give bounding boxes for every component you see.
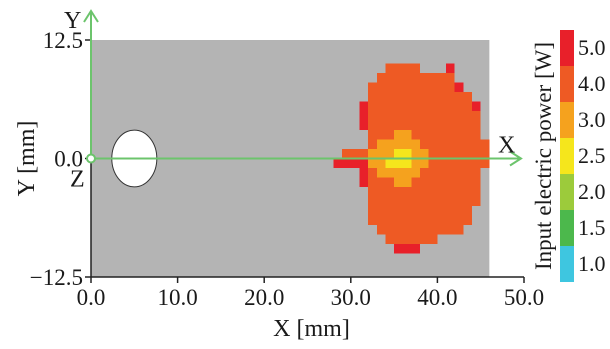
heatmap-cell — [359, 167, 369, 178]
heatmap-cell — [368, 130, 395, 140]
colorbar-swatch — [560, 138, 574, 174]
colorbar-label: 1.5 — [578, 215, 606, 240]
heatmap-cell — [394, 177, 412, 187]
heatmap-cell — [368, 158, 386, 168]
origin-marker — [86, 153, 96, 164]
heatmap-cell — [359, 111, 369, 121]
heatmap-cell — [411, 149, 429, 159]
heatmap-cell — [376, 139, 421, 150]
heatmap-cell — [376, 224, 464, 235]
colorbar-label: 2.0 — [578, 179, 606, 204]
heatmap-cell — [472, 101, 481, 112]
x-axis-label: X [mm] — [273, 316, 350, 342]
heatmap-cell — [368, 120, 481, 131]
heatmap-cell — [454, 82, 464, 93]
heatmap-cell — [333, 158, 369, 168]
heatmap-cell — [368, 92, 473, 102]
y-axis-label: Y [mm] — [14, 121, 40, 197]
heatmap-cell — [368, 215, 473, 225]
x-tick-label: 10.0 — [157, 285, 197, 310]
heatmap-cell — [420, 139, 490, 150]
heatmap-cell — [342, 149, 369, 159]
heatmap-cell — [359, 120, 369, 131]
colorbar-label: 5.0 — [578, 35, 606, 60]
y-tick-label: 12.5 — [43, 28, 83, 53]
heatmap-cell — [368, 167, 377, 178]
heatmap-cell — [411, 130, 481, 140]
heatmap-cell — [411, 158, 429, 168]
heatmap-cell — [428, 158, 490, 168]
heatmap-cell — [368, 139, 377, 150]
colorbar-label: 3.0 — [578, 107, 606, 132]
heatmap-cells — [333, 63, 490, 254]
heatmap-cell — [376, 73, 438, 83]
y-tick-label: 0.0 — [54, 147, 83, 172]
axes-group: 0.0 10.0 20.0 30.0 40.0 50.012.50.0−12.5 — [30, 9, 544, 310]
colorbar-label: 2.5 — [578, 143, 606, 168]
heatmap-cell — [437, 73, 455, 83]
colorbar-label: 1.0 — [578, 251, 606, 276]
heatmap-cell — [359, 101, 369, 112]
heatmap-cell — [368, 186, 481, 197]
heatmap-cell — [394, 149, 412, 159]
heatmap-cell — [359, 177, 369, 187]
heatmap-cell — [385, 63, 421, 74]
x-tick-label: 40.0 — [417, 285, 457, 310]
heatmap-cell — [368, 149, 395, 159]
colorbar-swatch — [560, 174, 574, 210]
x-tick-label: 30.0 — [331, 285, 371, 310]
heatmap-cell — [385, 158, 412, 168]
heatmap-cell — [420, 167, 481, 178]
heatmap-cell — [428, 149, 490, 159]
heatmap-cell — [394, 243, 421, 254]
heatmap-cell — [368, 196, 481, 206]
x-tick-label: 20.0 — [244, 285, 284, 310]
heatmap-cell — [385, 234, 438, 244]
heatmap-cell — [368, 101, 473, 112]
y-arrow-label: Y — [64, 8, 81, 34]
colorbar-swatch — [560, 210, 574, 246]
heatmap-cell — [368, 111, 481, 121]
heatmap-cell — [368, 82, 455, 93]
colorbar-swatch — [560, 66, 574, 102]
colorbar-swatch — [560, 30, 574, 66]
heatmap-cell — [446, 63, 455, 74]
y-tick-label: −12.5 — [30, 265, 83, 290]
x-tick-label: 50.0 — [504, 285, 544, 310]
heatmap-cell — [368, 205, 473, 216]
heatmap-cell — [411, 177, 481, 187]
heatmap-cell — [368, 177, 395, 187]
colorbar-title: Input electric power [W] — [531, 42, 556, 270]
x-tick-label: 0.0 — [77, 285, 106, 310]
heatmap-cell — [376, 167, 421, 178]
colorbar-label: 4.0 — [578, 71, 606, 96]
x-arrow-label: X — [498, 133, 515, 159]
z-origin-label: Z — [70, 167, 85, 193]
colorbar: 5.0 4.0 3.0 2.5 2.0 1.5 1.0 — [560, 30, 606, 282]
colorbar-swatch — [560, 246, 574, 282]
x-arrow-head — [509, 150, 523, 167]
y-arrow-head — [83, 9, 99, 23]
colorbar-swatch — [560, 102, 574, 138]
heatmap-cell — [394, 130, 412, 140]
